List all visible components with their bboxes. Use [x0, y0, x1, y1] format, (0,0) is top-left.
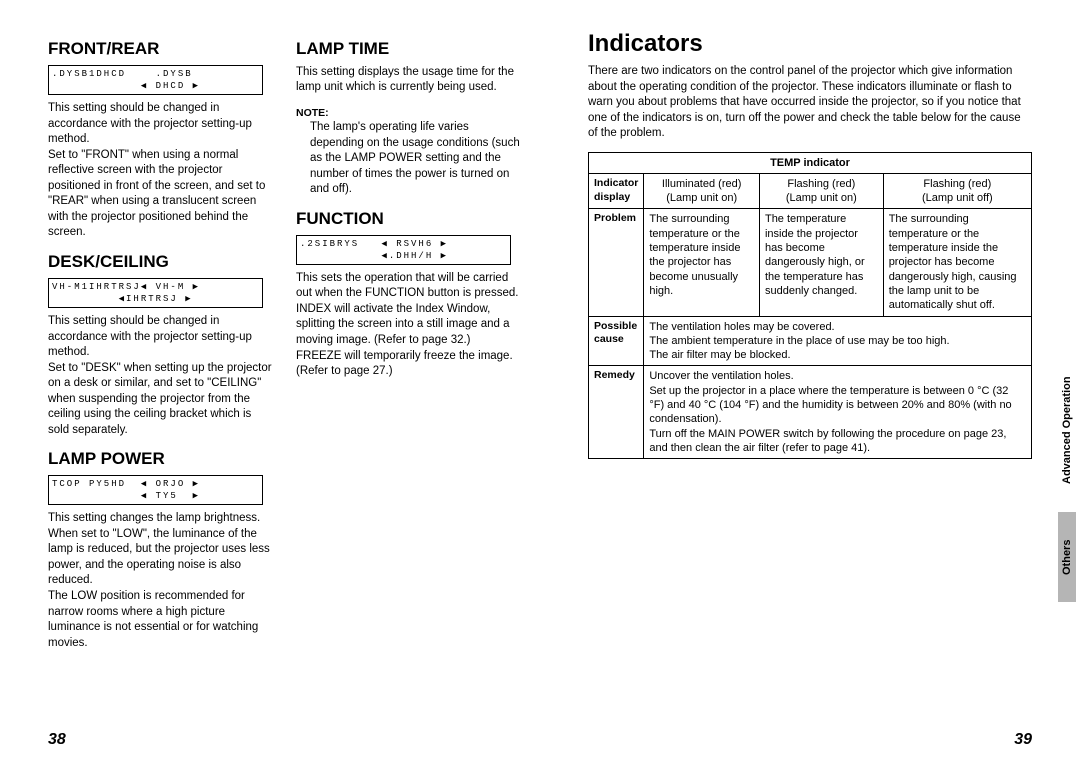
table-header: TEMP indicator	[589, 152, 1032, 173]
cell-remedy: Uncover the ventilation holes. Set up th…	[644, 366, 1032, 459]
menu-desk-ceiling: VH-M1IHRTRSJ◀ VH-M ▶ ◀IHRTRSJ ▶	[48, 278, 263, 308]
text-function: This sets the operation that will be car…	[296, 271, 520, 380]
cell-problem-1: The surrounding temperature or the tempe…	[644, 209, 760, 316]
heading-front-rear: FRONT/REAR	[48, 38, 272, 61]
temp-indicator-table: TEMP indicator Indicator display Illumin…	[588, 152, 1032, 460]
menu-lamp-power: TCOP PY5HD ◀ ORJO ▶ ◀ TY5 ▶	[48, 475, 263, 505]
heading-lamp-time: LAMP TIME	[296, 38, 520, 61]
cell-problem-2: The temperature inside the projector has…	[759, 209, 883, 316]
page-number-left: 38	[48, 731, 66, 749]
page-number-right: 39	[1014, 731, 1032, 749]
heading-lamp-power: LAMP POWER	[48, 448, 272, 471]
cell-illuminated: Illuminated (red)(Lamp unit on)	[644, 173, 760, 209]
text-front-rear: This setting should be changed in accord…	[48, 101, 272, 241]
page-right: Indicators There are two indicators on t…	[540, 0, 1080, 763]
menu-function: .2SIBRYS ◀ RSVH6 ▶ ◀.DHH/H ▶	[296, 235, 511, 265]
tab-advanced-operation: Advanced Operation	[1058, 350, 1076, 510]
cell-flashing-on: Flashing (red)(Lamp unit on)	[759, 173, 883, 209]
cell-flashing-off: Flashing (red)(Lamp unit off)	[883, 173, 1031, 209]
left-column-2: LAMP TIME This setting displays the usag…	[296, 30, 520, 661]
page-title: Indicators	[588, 30, 1032, 58]
row-label-remedy: Remedy	[589, 366, 644, 459]
row-label-indicator: Indicator display	[589, 173, 644, 209]
left-column-1: FRONT/REAR .DYSB1DHCD .DYSB ◀ DHCD ▶ Thi…	[48, 30, 272, 661]
note-label: NOTE:	[296, 106, 520, 120]
text-desk-ceiling: This setting should be changed in accord…	[48, 314, 272, 438]
note-text: The lamp's operating life varies dependi…	[296, 120, 520, 198]
menu-front-rear: .DYSB1DHCD .DYSB ◀ DHCD ▶	[48, 65, 263, 95]
heading-desk-ceiling: DESK/CEILING	[48, 251, 272, 274]
cell-problem-3: The surrounding temperature or the tempe…	[883, 209, 1031, 316]
tab-others: Others	[1058, 512, 1076, 602]
row-label-problem: Problem	[589, 209, 644, 316]
page-left: FRONT/REAR .DYSB1DHCD .DYSB ◀ DHCD ▶ Thi…	[0, 0, 540, 763]
text-lamp-power: This setting changes the lamp brightness…	[48, 511, 272, 651]
intro-text: There are two indicators on the control …	[588, 64, 1032, 142]
heading-function: FUNCTION	[296, 208, 520, 231]
text-lamp-time: This setting displays the usage time for…	[296, 65, 520, 96]
cell-cause: The ventilation holes may be covered. Th…	[644, 316, 1032, 366]
side-tabs: Advanced Operation Others	[1058, 350, 1080, 602]
row-label-cause: Possible cause	[589, 316, 644, 366]
